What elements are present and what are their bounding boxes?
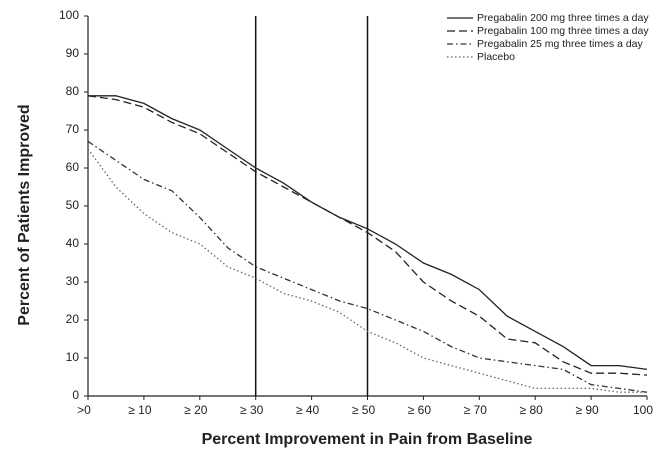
y-tick-label: 50 [66,198,80,212]
x-tick-label: ≥ 20 [184,403,208,417]
y-tick-label: 0 [72,388,79,402]
y-tick-label: 70 [66,122,80,136]
y-tick-label: 40 [66,236,80,250]
legend-text: Pregabalin 100 mg three times a day [477,25,649,37]
y-tick-label: 10 [66,350,80,364]
x-tick-label: ≥ 80 [520,403,544,417]
y-tick-label: 30 [66,274,80,288]
y-tick-label: 80 [66,84,80,98]
x-tick-label: 100 [633,403,653,417]
x-tick-label: ≥ 30 [240,403,264,417]
legend-text: Pregabalin 25 mg three times a day [477,38,644,50]
series-line [87,140,648,393]
x-tick-label: ≥ 10 [128,403,152,417]
legend-text: Placebo [477,51,515,63]
y-tick-label: 100 [59,8,79,22]
y-tick-label: 60 [66,160,80,174]
x-tick-label: >0 [77,403,91,417]
x-tick-label: ≥ 60 [408,403,432,417]
series-line [87,95,648,376]
y-tick-label: 90 [66,46,80,60]
x-tick-label: ≥ 50 [352,403,376,417]
y-tick-label: 20 [66,312,80,326]
y-axis-title: Percent of Patients Improved [16,104,33,325]
x-tick-label: ≥ 90 [575,403,599,417]
legend-text: Pregabalin 200 mg three times a day [477,12,649,24]
x-tick-label: ≥ 70 [464,403,488,417]
x-tick-label: ≥ 40 [296,403,320,417]
series-line [87,148,647,393]
x-axis-title: Percent Improvement in Pain from Baselin… [202,431,533,448]
series-line [88,95,648,371]
